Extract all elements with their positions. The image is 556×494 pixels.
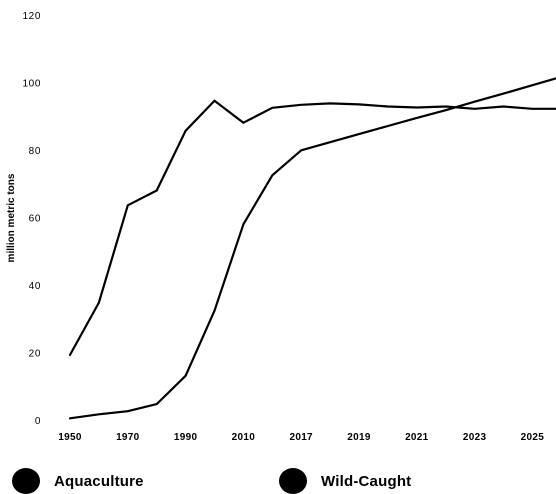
- legend-item-aquaculture[interactable]: Aquaculture: [12, 468, 144, 494]
- legend: Aquaculture Wild-Caught: [0, 462, 556, 494]
- y-axis-title: million metric tons: [6, 173, 17, 262]
- x-axis-ticks: 1950 1970 1990 2010 2017 2019 2021 2023 2025: [58, 432, 544, 443]
- y-tick-label: 60: [29, 214, 41, 225]
- legend-label-aquaculture: Aquaculture: [54, 472, 144, 490]
- y-tick-label: 0: [35, 416, 41, 427]
- series-line-aquaculture: [68, 77, 556, 420]
- x-tick-label: 2017: [289, 432, 313, 443]
- y-tick-label: 40: [29, 281, 41, 292]
- x-tick-label: 2025: [521, 432, 545, 443]
- x-tick-label: 2021: [405, 432, 429, 443]
- x-tick-label: 1990: [174, 432, 198, 443]
- y-tick-label: 120: [23, 11, 42, 22]
- y-axis-ticks: 0 20 40 60 80 100 120: [23, 11, 42, 427]
- x-tick-label: 1950: [58, 432, 82, 443]
- y-tick-label: 100: [23, 79, 42, 90]
- y-tick-label: 80: [29, 146, 41, 157]
- series-line-wild-caught: [68, 99, 556, 356]
- x-tick-label: 1970: [116, 432, 140, 443]
- wild-caught-swatch-icon: [279, 468, 307, 494]
- legend-label-wild-caught: Wild-Caught: [321, 472, 412, 490]
- x-tick-label: 2019: [347, 432, 371, 443]
- y-tick-label: 20: [29, 349, 41, 360]
- series-lines: [68, 77, 556, 420]
- x-tick-label: 2023: [463, 432, 487, 443]
- legend-item-wild-caught[interactable]: Wild-Caught: [279, 468, 411, 494]
- x-tick-label: 2010: [232, 432, 256, 443]
- aquaculture-swatch-icon: [12, 468, 40, 494]
